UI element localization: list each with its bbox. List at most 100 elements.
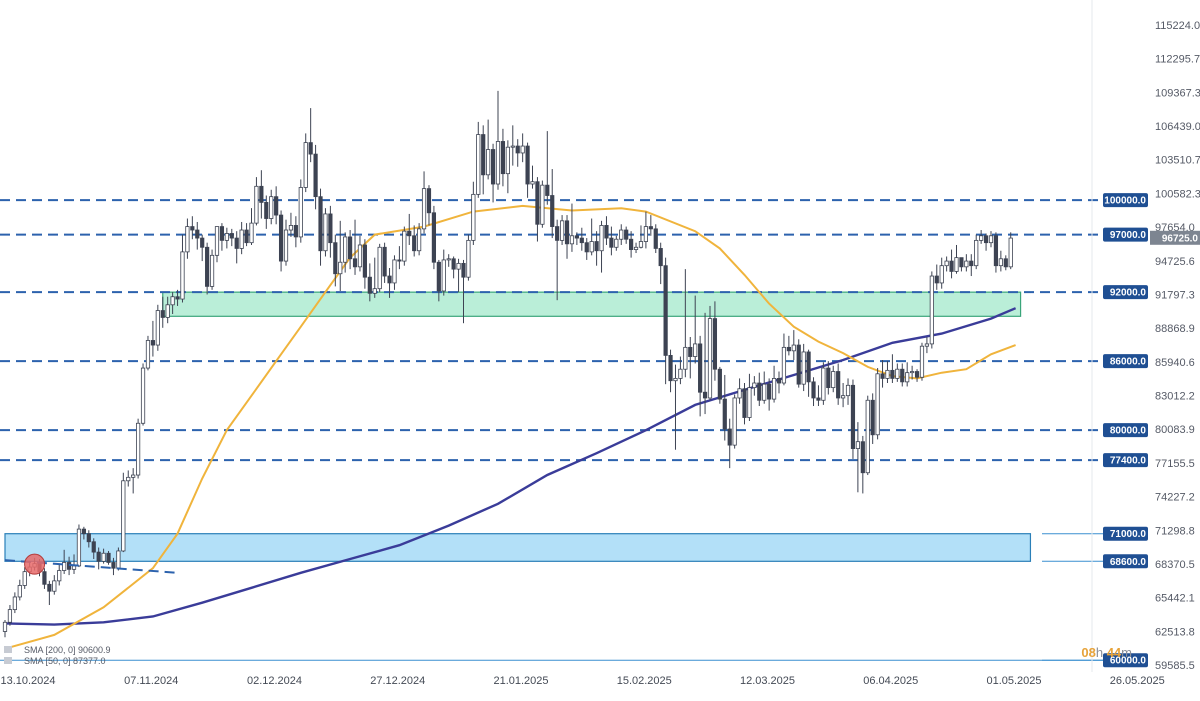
candle: [328, 205, 333, 258]
candle-body: [614, 238, 619, 248]
candle-body: [737, 388, 742, 399]
y-axis[interactable]: 115224.0 112295.7 109367.3 106439.0 103510.7…: [1155, 20, 1200, 672]
candle-body: [269, 196, 274, 219]
level-badge: [1103, 554, 1148, 569]
candle-body: [249, 222, 254, 244]
candle: [919, 342, 925, 381]
candle-body: [599, 225, 604, 252]
x-tick-label: 15.02.2025: [617, 675, 672, 687]
candle: [781, 333, 787, 386]
candle-body: [293, 225, 298, 238]
candle-body: [974, 239, 979, 267]
candle: [559, 215, 565, 245]
candle: [845, 378, 851, 405]
candle: [564, 215, 570, 259]
candle-body: [678, 368, 683, 379]
candle-body: [47, 583, 52, 592]
candle-body: [633, 246, 639, 250]
candle: [791, 330, 796, 361]
candle: [545, 131, 550, 205]
candle: [446, 254, 451, 267]
candle: [214, 226, 220, 263]
candle: [880, 360, 885, 388]
candle: [747, 373, 752, 421]
candle: [619, 224, 624, 245]
candle-body: [259, 185, 264, 203]
candle: [86, 530, 91, 548]
zones-layer: [4, 291, 1032, 562]
candle: [648, 215, 653, 236]
candles-layer: [2, 90, 1013, 638]
candle: [712, 301, 718, 381]
candle: [688, 337, 693, 379]
level-badge: [1103, 453, 1148, 468]
candle: [121, 472, 126, 553]
candle-body: [796, 344, 801, 385]
candle-body: [456, 262, 461, 270]
candle-body: [150, 340, 155, 346]
candle: [742, 383, 747, 425]
sma-200-line: [4, 307, 1017, 626]
candle: [900, 363, 905, 387]
candle: [402, 226, 407, 266]
y-tick-label: 106439.0: [1155, 121, 1200, 133]
candle: [959, 257, 964, 272]
candle-body: [451, 258, 456, 270]
candle-body: [362, 244, 367, 278]
candle: [426, 185, 432, 226]
candle: [343, 232, 348, 273]
candle-body: [165, 304, 170, 318]
candle-body: [983, 235, 989, 244]
candle-body: [895, 368, 900, 379]
candle-body: [658, 248, 663, 267]
candle-body: [308, 142, 313, 155]
legend-entry: SMA [50, 0] 87377.0: [24, 656, 106, 666]
candle: [466, 234, 471, 281]
candle: [530, 165, 535, 189]
x-axis[interactable]: 13.10.2024 07.11.2024 02.12.2024 27.12.2024…: [0, 675, 1164, 687]
candle-body: [559, 220, 565, 241]
candle-body: [328, 213, 333, 244]
candle: [165, 296, 170, 324]
candle: [397, 246, 402, 270]
candle-body: [905, 372, 910, 383]
candle: [974, 234, 979, 270]
candle: [205, 242, 210, 295]
candle-body: [12, 596, 17, 611]
candle-body: [594, 241, 599, 252]
x-tick-label: 13.10.2024: [0, 675, 55, 687]
candle: [136, 418, 141, 479]
x-tick-label: 07.11.2024: [124, 675, 178, 687]
candle: [633, 242, 639, 254]
candle-body: [510, 145, 515, 148]
y-tick-label: 65442.1: [1155, 593, 1195, 605]
candle-body: [806, 351, 811, 383]
candle: [362, 239, 367, 289]
candle-body: [387, 275, 392, 284]
level-label: 86000.0: [1110, 357, 1147, 368]
candle-body: [939, 265, 944, 284]
candle-body: [865, 399, 870, 474]
candle: [461, 259, 466, 324]
candle-body: [7, 609, 13, 623]
candle-body: [264, 202, 269, 219]
candle-body: [910, 371, 915, 374]
candle-body: [579, 237, 584, 244]
candle-body: [698, 343, 703, 393]
marker-circle: [24, 553, 46, 575]
candle-body: [71, 565, 77, 570]
candle-body: [860, 441, 865, 474]
candle: [895, 363, 900, 382]
candle-body: [2, 621, 8, 632]
candle-body: [944, 260, 949, 267]
candle: [377, 243, 382, 293]
candle: [752, 376, 757, 396]
level-badge: [1103, 354, 1148, 369]
candle: [101, 548, 106, 564]
candle-body: [574, 235, 579, 239]
y-tick-label: 94725.6: [1155, 256, 1195, 268]
level-label: 71000.0: [1110, 529, 1147, 540]
level-label: 97000.0: [1110, 230, 1147, 241]
candle-body: [195, 229, 200, 239]
